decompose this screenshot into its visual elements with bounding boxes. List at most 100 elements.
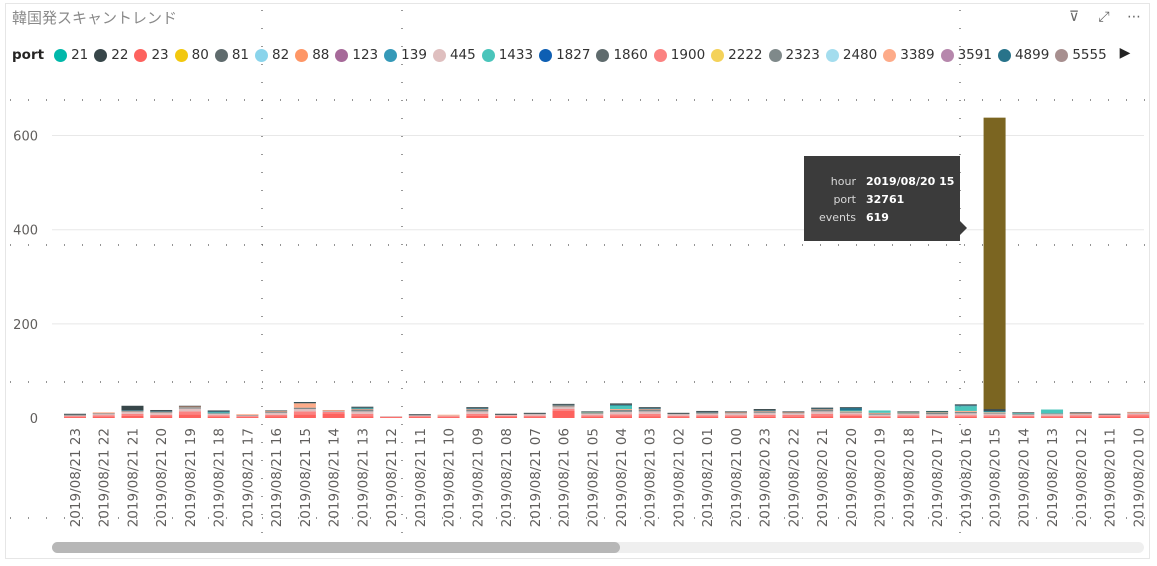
bar-segment <box>495 416 518 418</box>
bar-segment <box>121 415 144 418</box>
bar-segment <box>236 416 259 418</box>
bar-segment <box>322 413 345 418</box>
bar-segment <box>954 404 977 406</box>
x-tick-label: 2019/08/21 08 <box>499 428 515 527</box>
legend-marker <box>539 48 553 62</box>
bar-segment <box>983 117 1006 410</box>
legend-item[interactable]: 123 <box>335 47 378 63</box>
legend-item[interactable]: 82 <box>255 47 289 63</box>
bar-segment <box>1069 415 1092 417</box>
legend-item[interactable]: 139 <box>384 47 427 63</box>
bar-segment <box>1098 413 1121 415</box>
bar-segment <box>1012 413 1035 415</box>
legend-item[interactable]: 1827 <box>539 47 590 63</box>
x-tick-label: 2019/08/21 01 <box>700 428 716 527</box>
bar-segment <box>839 407 862 408</box>
bar-segment <box>322 410 345 412</box>
legend-item[interactable]: 1433 <box>481 47 533 63</box>
bar-segment <box>1041 414 1064 416</box>
bar-segment <box>1098 416 1121 418</box>
bar-segment <box>868 414 891 417</box>
bar-segment <box>1069 416 1092 418</box>
legend-item[interactable]: 1900 <box>653 47 706 63</box>
bar-segment <box>839 412 862 415</box>
legend-marker <box>432 48 446 62</box>
bar-segment <box>1069 412 1092 414</box>
scrollbar-thumb[interactable] <box>52 542 620 553</box>
bar-segment <box>150 411 173 413</box>
legend-item[interactable]: 2222 <box>711 47 763 63</box>
bar-segment <box>408 415 431 417</box>
legend-item[interactable]: 1860 <box>596 47 648 63</box>
legend-marker <box>134 48 148 62</box>
x-tick-label: 2019/08/21 14 <box>327 428 343 527</box>
bar-segment <box>1127 412 1150 415</box>
bar-segment <box>610 409 632 410</box>
legend-marker <box>295 48 309 62</box>
bar-segment <box>897 416 920 418</box>
filter-icon[interactable]: ⊽ <box>1068 9 1080 25</box>
bar-segment <box>667 414 690 416</box>
x-tick-label: 2019/08/20 21 <box>815 428 831 527</box>
legend-label: 81 <box>231 47 249 63</box>
bar-segment <box>178 407 201 409</box>
legend-item[interactable]: 2480 <box>825 47 877 63</box>
bar-segment <box>351 409 374 412</box>
legend-item[interactable]: 80 <box>174 47 209 63</box>
bar-segment <box>322 411 345 414</box>
legend-item[interactable]: 81 <box>214 47 249 63</box>
legend-marker <box>481 48 495 62</box>
bar-segment <box>897 412 920 414</box>
bar-segment <box>926 411 949 413</box>
legend-label: 5555 <box>1072 47 1107 63</box>
more-options-icon[interactable]: ⋯ <box>1127 9 1141 25</box>
bar-segment <box>236 414 259 416</box>
bar-segment <box>236 417 259 418</box>
focus-mode-icon[interactable]: ⤢ <box>1098 9 1110 25</box>
bar-segment <box>753 414 776 417</box>
bar-segment <box>207 411 230 413</box>
bar-segment <box>408 414 431 416</box>
bar-segment <box>121 410 144 412</box>
legend-item[interactable]: 445 <box>432 47 476 63</box>
bar-segment <box>207 412 230 414</box>
bar-segment <box>207 416 230 418</box>
tooltip-port-key: port <box>833 193 856 206</box>
legend-item[interactable]: 23 <box>134 47 169 63</box>
bar-segment <box>293 414 316 418</box>
legend-label: 1860 <box>613 47 648 63</box>
bar-segment <box>1012 417 1035 418</box>
bar-segment <box>926 417 949 418</box>
legend-item[interactable]: 88 <box>295 47 329 63</box>
legend-marker <box>768 48 782 62</box>
bar-segment <box>92 416 115 418</box>
bar-segment <box>954 415 977 417</box>
bar-segment <box>983 415 1006 417</box>
horizontal-scrollbar[interactable] <box>52 542 1144 553</box>
bar-segment <box>696 416 719 418</box>
legend-item[interactable]: 22 <box>94 47 128 63</box>
bar-segment <box>1012 415 1035 418</box>
tooltip-events-value: 619 <box>866 211 889 224</box>
legend-item[interactable]: 5555 <box>1055 47 1107 63</box>
x-tick-label: 2019/08/21 09 <box>470 428 486 527</box>
legend-item[interactable]: 21 <box>54 47 88 63</box>
x-tick-label: 2019/08/21 00 <box>729 428 745 527</box>
bar-segment <box>954 413 977 416</box>
bar-segment <box>495 414 518 416</box>
bar-segment <box>1041 415 1064 418</box>
legend-marker <box>384 48 398 62</box>
x-tick-label: 2019/08/21 12 <box>384 428 400 527</box>
legend-item[interactable]: 2323 <box>768 47 820 63</box>
legend-item[interactable]: 4899 <box>997 47 1049 63</box>
bar-segment <box>265 416 288 418</box>
bar-segment <box>638 409 661 412</box>
legend-item[interactable]: 3591 <box>940 47 992 63</box>
x-tick-label: 2019/08/20 16 <box>959 428 975 527</box>
bar-segment <box>351 406 374 408</box>
legend-label: 1900 <box>670 47 706 63</box>
legend-item[interactable]: 3389 <box>883 47 935 63</box>
bar-segment <box>638 408 661 410</box>
legend-marker <box>825 48 839 62</box>
legend-next-arrow-icon[interactable]: ▶ <box>1119 45 1131 61</box>
